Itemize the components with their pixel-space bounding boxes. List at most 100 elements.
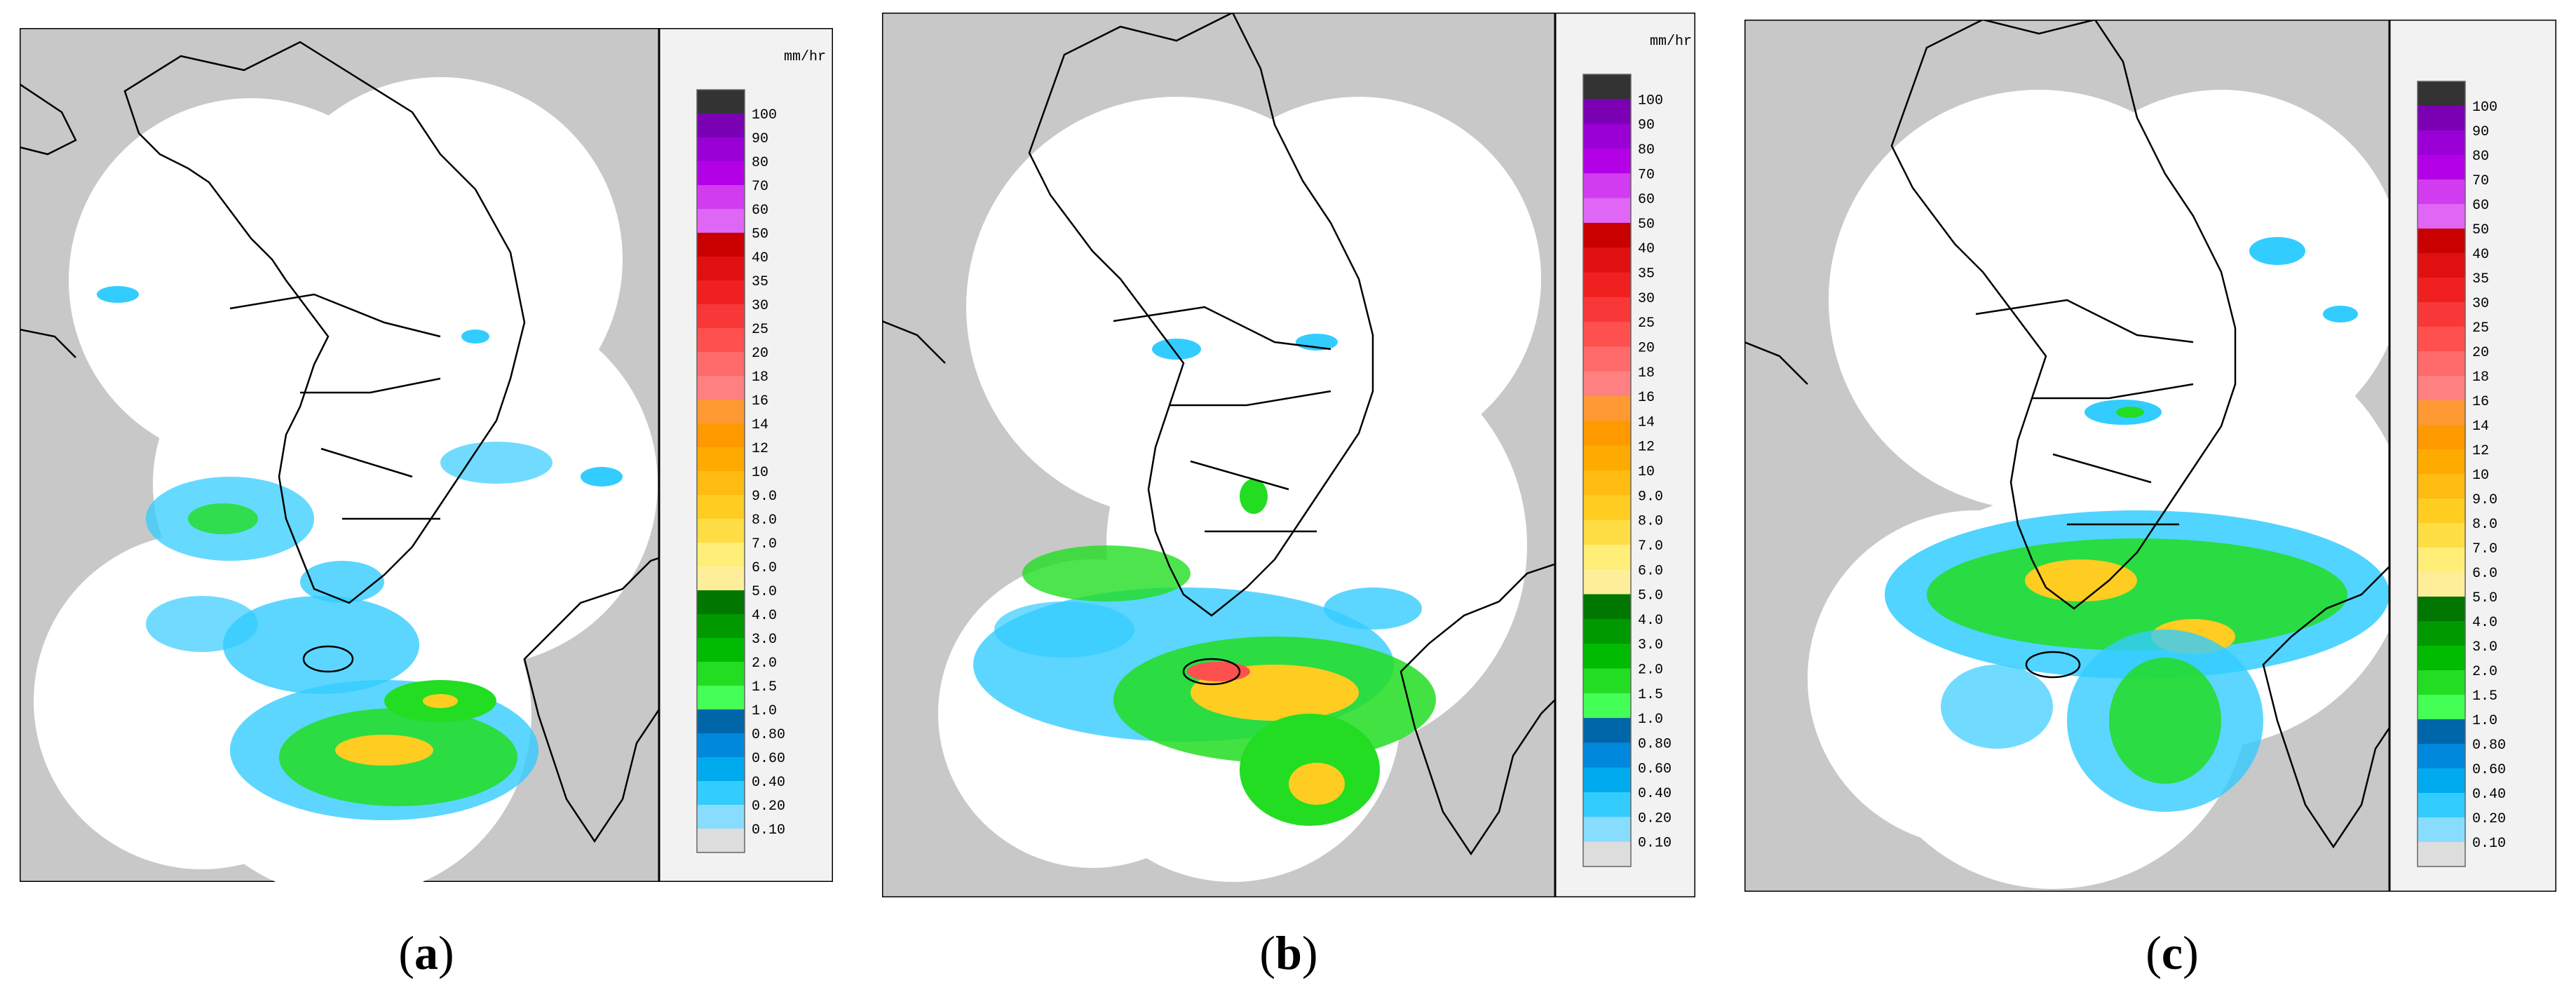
legend-swatch <box>2418 842 2465 867</box>
legend-swatch <box>697 590 745 615</box>
legend-swatch <box>2418 695 2465 720</box>
legend-swatch <box>2418 449 2465 475</box>
legend-swatch <box>697 376 745 400</box>
legend-swatch <box>697 352 745 376</box>
legend-swatch <box>2418 229 2465 254</box>
caption-a: (a) <box>398 926 454 979</box>
legend-swatch <box>2418 155 2465 180</box>
legend-tick-label: 0.80 <box>2472 738 2506 754</box>
legend-tick-label: 70 <box>1638 167 1655 183</box>
legend-tick-label: 18 <box>2472 369 2489 386</box>
legend-tick-label: 2.0 <box>752 655 777 672</box>
legend-swatch <box>1583 74 1631 100</box>
legend-tick-label: 8.0 <box>2472 517 2497 533</box>
legend-swatch <box>2418 351 2465 376</box>
legend-swatch <box>1583 495 1631 521</box>
legend-scale-b: 100 90 80 70 60 50 40 35 30 25 20 18 16 14 12 10 9.0 8.0 7… <box>1582 74 1672 867</box>
legend-tick-label: 16 <box>2472 394 2489 410</box>
legend-tick-label: 60 <box>2472 198 2489 214</box>
legend-swatch <box>2418 523 2465 548</box>
legend-swatch <box>697 686 745 710</box>
legend-swatch <box>1583 618 1631 644</box>
legend-swatch <box>1583 222 1631 248</box>
legend-tick-label: 35 <box>2472 271 2489 287</box>
legend-tick-label: 5.0 <box>752 584 777 600</box>
legend-tick-label: 12 <box>752 441 768 457</box>
legend-tick-label: 0.80 <box>752 727 785 743</box>
legend-tick-label: 100 <box>752 107 777 123</box>
legend-tick-label: 3.0 <box>2472 639 2497 655</box>
legend-tick-label: 2.0 <box>2472 664 2497 680</box>
legend-tick-label: 3.0 <box>752 632 777 648</box>
legend-swatch-border <box>1582 74 1632 867</box>
radar-map-c: 100 90 80 70 60 50 40 35 30 25 20 18 16 14 12 10 9.0 8.0 7… <box>1744 20 2556 892</box>
legend-swatch <box>697 757 745 782</box>
legend-swatch <box>1583 346 1631 372</box>
legend-swatch <box>1583 148 1631 174</box>
legend-tick-label: 100 <box>2472 100 2497 116</box>
legend-swatch <box>2418 719 2465 745</box>
legend-tick-label: 0.10 <box>2472 836 2506 852</box>
legend-swatch <box>697 423 745 448</box>
legend-swatch <box>1583 544 1631 570</box>
legend-tick-label: 40 <box>2472 247 2489 263</box>
legend-tick-label: 10 <box>2472 468 2489 484</box>
legend-tick-label: 6.0 <box>2472 566 2497 582</box>
rain-echoes-b <box>973 334 1436 826</box>
legend-swatch <box>2418 130 2465 156</box>
legend-swatch <box>697 781 745 806</box>
legend-tick-label: 50 <box>1638 217 1655 233</box>
legend-tick-label: 14 <box>752 417 768 433</box>
legend-swatch <box>2418 400 2465 426</box>
legend-swatch <box>2418 646 2465 671</box>
legend-tick-label: 0.40 <box>2472 787 2506 803</box>
legend-swatch <box>2418 302 2465 327</box>
legend-unit: mm/hr <box>1650 34 1692 50</box>
legend-tick-label: 90 <box>2472 124 2489 140</box>
legend-tick-label: 80 <box>752 155 768 171</box>
legend-tick-label: 100 <box>1638 93 1663 109</box>
legend-scale-a: 100 90 80 70 60 50 40 35 30 25 20 18 16 14 12 10 9.0 8.0 7… <box>696 89 785 853</box>
legend-swatch <box>697 90 745 114</box>
legend-tick-label: 0.10 <box>752 822 785 838</box>
legend-swatch <box>697 304 745 329</box>
legend-tick-label: 40 <box>1638 241 1655 257</box>
legend-swatch <box>2418 179 2465 205</box>
legend-swatch <box>697 543 745 567</box>
rain-echoes-a <box>97 286 623 820</box>
legend-swatch <box>1583 668 1631 694</box>
legend-swatch <box>697 471 745 496</box>
legend-tick-label: 0.60 <box>2472 762 2506 778</box>
legend-tick-label: 0.20 <box>2472 811 2506 827</box>
legend-tick-label: 16 <box>752 393 768 409</box>
legend-swatch <box>2418 498 2465 524</box>
legend-swatch <box>1583 841 1631 867</box>
legend-swatch <box>697 185 745 210</box>
legend-tick-label: 25 <box>2472 320 2489 337</box>
legend-swatch <box>2418 376 2465 401</box>
legend-tick-label: 12 <box>1638 440 1655 456</box>
legend-swatch <box>697 638 745 662</box>
legend-swatch <box>2418 793 2465 818</box>
legend-tick-label: 90 <box>752 131 768 147</box>
legend-swatch <box>1583 297 1631 322</box>
legend-tick-label: 4.0 <box>2472 615 2497 631</box>
legend-tick-label: 8.0 <box>1638 514 1663 530</box>
legend-swatch <box>697 614 745 639</box>
legend-tick-label: 7.0 <box>2472 541 2497 557</box>
legend-swatch <box>697 805 745 829</box>
legend-swatch <box>2418 81 2465 107</box>
legend-tick-label: 9.0 <box>752 489 777 505</box>
legend-tick-label: 14 <box>1638 414 1655 430</box>
legend-tick-label: 25 <box>752 322 768 338</box>
legend-swatch <box>1583 519 1631 545</box>
legend-tick-label: 1.0 <box>752 703 777 719</box>
legend-swatch <box>1583 198 1631 224</box>
legend-tick-label: 6.0 <box>1638 563 1663 579</box>
legend-tick-label: 2.0 <box>1638 662 1663 679</box>
legend-swatch <box>1583 644 1631 669</box>
legend-swatch <box>1583 792 1631 817</box>
legend-swatch <box>1583 272 1631 298</box>
legend-tick-label: 50 <box>752 226 768 243</box>
legend-swatch <box>697 114 745 138</box>
